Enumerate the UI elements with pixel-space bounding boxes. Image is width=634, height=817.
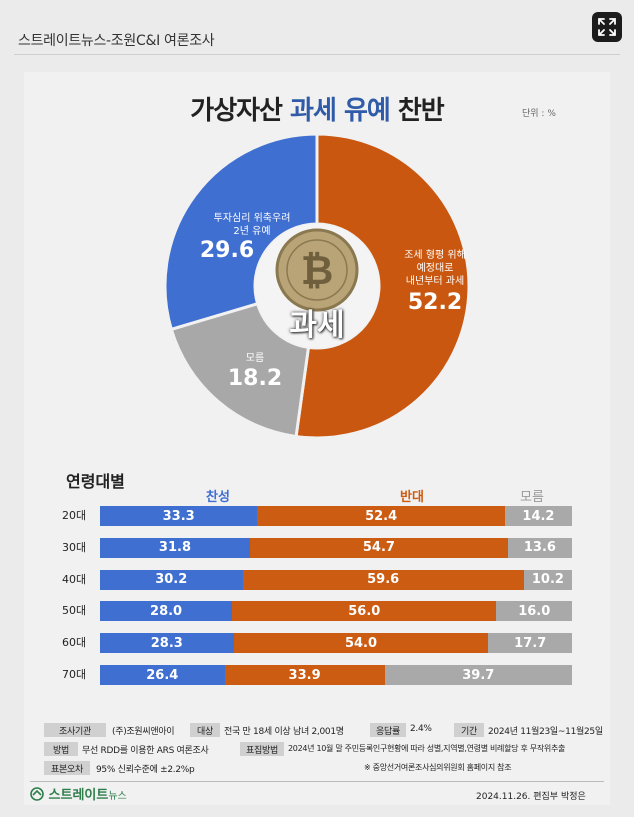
- bar-segment-no: 54.0: [233, 633, 489, 654]
- info-tag-agency: 조사기관: [44, 723, 106, 737]
- info-sampling: 2024년 10월 말 주민등록인구현황에 따라 성별,지역별,연령별 비례할당…: [288, 744, 566, 753]
- slice-value-no: 52.2: [407, 290, 463, 315]
- donut-chart: ₿: [163, 132, 471, 440]
- age-row-0: 20대 33.3 52.4 14.2: [62, 506, 572, 526]
- age-row-label: 40대: [62, 572, 87, 586]
- bar-segment-no: 56.0: [232, 601, 497, 622]
- age-row-label: 30대: [62, 540, 87, 554]
- age-row-label: 60대: [62, 636, 87, 650]
- center-word: 과세: [289, 308, 345, 343]
- bitcoin-coin-icon: ₿: [275, 228, 359, 312]
- bar-segment-no: 52.4: [257, 506, 505, 526]
- bar-segment-yes: 31.8: [100, 537, 250, 558]
- slice-value-yes: 29.6: [199, 238, 255, 263]
- divider: [14, 54, 620, 55]
- legend-yes: 찬성: [206, 490, 230, 505]
- slice-label-no-line1: 조세 형평 위해: [404, 250, 466, 261]
- info-agency: (주)조원씨앤아이: [112, 727, 175, 737]
- title-part-1: 가상자산: [190, 96, 283, 126]
- bar-segment-dk: 13.6: [507, 537, 572, 558]
- slice-label-yes-line1: 투자심리 위축우려: [213, 213, 291, 224]
- bar-segment-dk: 16.0: [496, 601, 572, 622]
- legend-dk: 모름: [520, 490, 544, 505]
- bar-segment-yes: 33.3: [100, 506, 258, 526]
- slice-label-no-line2: 예정대로: [416, 263, 454, 274]
- info-tag-target: 대상: [190, 723, 220, 737]
- chart-title: 가상자산 과세 유예 찬반: [0, 90, 634, 127]
- slice-label-yes: 투자심리 위축우려 2년 유예: [192, 212, 312, 238]
- age-row-2: 40대 30.2 59.6 10.2: [62, 569, 572, 590]
- brand-main: 스트레이트: [48, 788, 109, 803]
- bar-segment-no: 33.9: [224, 665, 385, 685]
- info-tag-response: 응답률: [370, 723, 406, 737]
- bar-segment-dk: 10.2: [523, 569, 572, 590]
- legend-no: 반대: [400, 490, 424, 505]
- bar-segment-yes: 26.4: [100, 665, 225, 685]
- age-row-1: 30대 31.8 54.7 13.6: [62, 537, 572, 558]
- title-part-3: 찬반: [397, 96, 445, 126]
- age-row-label: 70대: [62, 668, 87, 681]
- info-period: 2024년 11월23일~11월25일: [488, 727, 603, 737]
- bar-segment-no: 59.6: [242, 569, 524, 590]
- footer-divider: [30, 781, 604, 782]
- bar-segment-yes: 28.0: [100, 601, 233, 622]
- brand-logo-icon: [30, 787, 44, 801]
- slice-value-dk: 18.2: [227, 366, 283, 391]
- info-tag-method: 방법: [44, 742, 78, 756]
- age-row-3: 50대 28.0 56.0 16.0: [62, 601, 572, 622]
- info-target: 전국 만 18세 이상 남녀 2,001명: [224, 727, 344, 737]
- expand-icon: [598, 18, 616, 36]
- unit-label: 단위 : %: [522, 109, 556, 119]
- slice-label-dk: 모름: [245, 353, 265, 364]
- slice-label-no: 조세 형평 위해 예정대로 내년부터 과세: [385, 249, 485, 288]
- bar-segment-yes: 28.3: [100, 633, 234, 654]
- brand-sub: 뉴스: [108, 791, 127, 802]
- info-tag-error: 표본오차: [44, 761, 90, 775]
- svg-text:₿: ₿: [301, 248, 334, 294]
- slice-label-no-line3: 내년부터 과세: [405, 276, 465, 287]
- title-part-2: 과세 유예: [290, 96, 391, 126]
- footer-date: 2024.11.26. 편집부 박정은: [476, 792, 586, 802]
- bar-segment-no: 54.7: [249, 537, 508, 558]
- bar-segment-dk: 17.7: [488, 633, 572, 654]
- page-caption: 스트레이트뉴스-조원C&I 여론조사: [18, 33, 215, 49]
- bar-segment-dk: 14.2: [504, 506, 572, 526]
- brand-logo: 스트레이트뉴스: [30, 784, 127, 803]
- info-tag-sampling: 표집방법: [240, 742, 284, 756]
- info-error: 95% 신뢰수준에 ±2.2%p: [96, 765, 195, 775]
- info-method: 무선 RDD를 이용한 ARS 여론조사: [82, 746, 209, 756]
- age-row-label: 20대: [62, 509, 87, 522]
- age-section-title: 연령대별: [66, 472, 125, 491]
- age-row-label: 50대: [62, 604, 87, 618]
- expand-button[interactable]: [592, 12, 622, 42]
- age-row-5: 70대 26.4 33.9 39.7: [62, 665, 572, 685]
- info-tag-period: 기간: [454, 723, 484, 737]
- info-response: 2.4%: [410, 724, 432, 734]
- info-note: ※ 중앙선거여론조사심의위원회 홈페이지 참조: [364, 763, 512, 772]
- bar-segment-yes: 30.2: [100, 569, 243, 590]
- age-row-4: 60대 28.3 54.0 17.7: [62, 633, 572, 654]
- slice-label-yes-line2: 2년 유예: [233, 226, 271, 237]
- bar-segment-dk: 39.7: [384, 665, 572, 685]
